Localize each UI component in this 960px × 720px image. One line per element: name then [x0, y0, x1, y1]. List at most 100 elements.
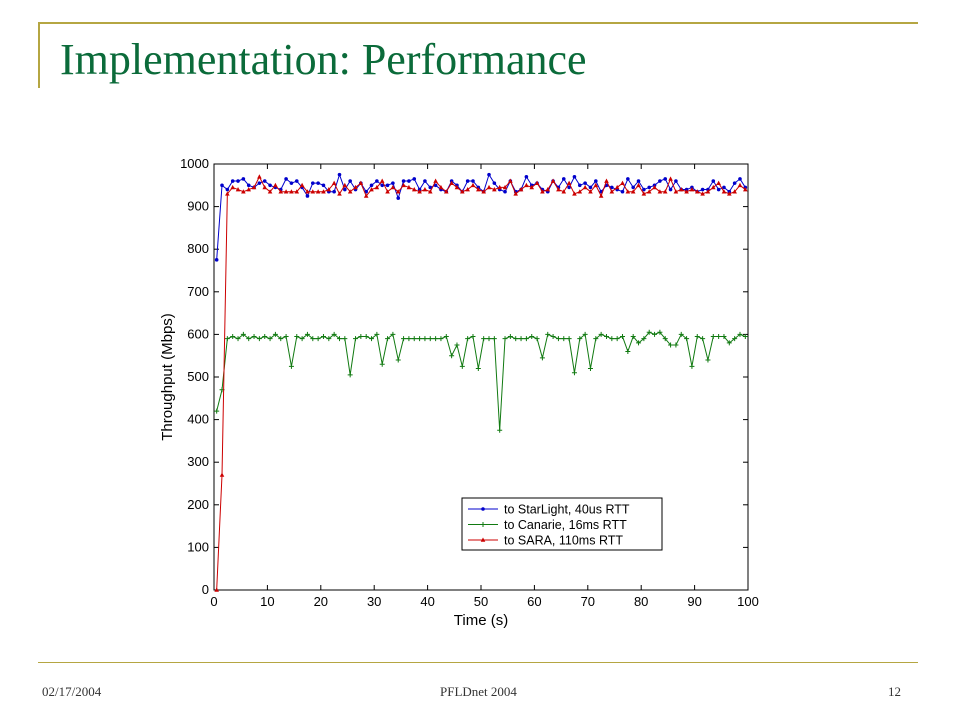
data-point: [502, 184, 508, 190]
data-point: [588, 185, 593, 190]
data-point: [391, 181, 395, 185]
data-point: [214, 408, 220, 414]
data-point: [267, 189, 273, 194]
data-point: [321, 183, 326, 188]
data-point: [411, 187, 417, 192]
data-point: [508, 178, 513, 183]
series-2: [214, 174, 748, 592]
data-point: [646, 329, 652, 335]
data-point: [374, 184, 380, 190]
data-point: [262, 334, 268, 340]
data-point: [487, 172, 491, 177]
data-point: [331, 331, 337, 337]
data-point: [230, 179, 235, 183]
data-point: [331, 180, 337, 185]
footer-title: PFLDnet 2004: [440, 684, 517, 699]
data-point: [636, 340, 642, 346]
data-point: [278, 336, 284, 342]
data-point: [486, 336, 492, 342]
data-point: [449, 353, 455, 359]
data-point: [646, 189, 652, 194]
data-point: [230, 184, 235, 190]
data-point: [251, 184, 257, 190]
data-point: [743, 187, 748, 192]
data-point: [374, 331, 380, 337]
data-point: [481, 336, 487, 342]
y-tick-label: 900: [187, 199, 209, 214]
data-point: [358, 334, 364, 340]
data-point: [385, 183, 390, 188]
data-point: [406, 184, 412, 190]
data-point: [620, 180, 625, 185]
x-axis-label: Time (s): [454, 612, 508, 629]
data-point: [497, 184, 502, 190]
data-point: [738, 177, 742, 181]
data-point: [332, 189, 336, 194]
data-point: [443, 334, 449, 340]
data-point: [220, 183, 224, 188]
x-tick-label: 80: [634, 594, 648, 609]
data-point: [598, 331, 604, 337]
x-tick-label: 60: [527, 594, 541, 609]
data-point: [214, 258, 219, 262]
data-point: [529, 334, 535, 340]
data-point: [422, 187, 428, 192]
data-point: [539, 355, 545, 361]
data-point: [694, 189, 700, 194]
data-point: [582, 184, 588, 190]
data-point: [662, 189, 668, 194]
data-point: [647, 185, 652, 190]
data-point: [390, 184, 396, 190]
data-point: [684, 336, 690, 342]
data-point: [299, 182, 305, 188]
data-point: [348, 179, 352, 183]
data-point: [241, 189, 246, 194]
data-point: [475, 365, 481, 371]
data-point: [246, 183, 251, 188]
data-point: [620, 189, 625, 194]
data-point: [411, 336, 417, 342]
data-point: [369, 183, 374, 188]
data-point: [662, 336, 668, 342]
data-point: [673, 189, 679, 194]
data-point: [262, 184, 268, 190]
x-tick-label: 0: [210, 594, 217, 609]
data-point: [310, 336, 316, 342]
data-point: [614, 336, 620, 342]
data-point: [336, 336, 342, 342]
data-point: [577, 336, 583, 342]
y-tick-label: 300: [187, 454, 209, 469]
page-number: 12: [888, 684, 901, 699]
x-tick-label: 90: [687, 594, 701, 609]
data-point: [609, 189, 615, 194]
data-point: [636, 182, 641, 188]
data-point: [641, 191, 647, 196]
data-point: [272, 331, 278, 337]
data-point: [443, 189, 449, 194]
series-1: [214, 329, 748, 433]
data-point: [492, 181, 497, 185]
data-point: [700, 336, 706, 342]
data-point: [363, 193, 369, 198]
data-point: [449, 180, 454, 185]
legend-marker: [481, 507, 485, 511]
data-point: [486, 184, 492, 190]
data-point: [283, 189, 289, 194]
x-tick-label: 100: [737, 594, 759, 609]
data-point: [262, 179, 267, 183]
data-point: [385, 189, 390, 194]
data-point: [407, 179, 411, 183]
data-point: [523, 336, 529, 342]
data-point: [705, 357, 711, 363]
data-point: [225, 187, 230, 192]
y-tick-label: 200: [187, 497, 209, 512]
data-point: [246, 187, 252, 192]
data-point: [610, 185, 614, 190]
data-point: [710, 334, 716, 340]
data-point: [342, 336, 348, 342]
data-point: [561, 189, 567, 194]
data-point: [310, 181, 315, 185]
data-point: [518, 187, 524, 192]
accent-line-top: [38, 22, 918, 24]
data-point: [583, 181, 587, 185]
